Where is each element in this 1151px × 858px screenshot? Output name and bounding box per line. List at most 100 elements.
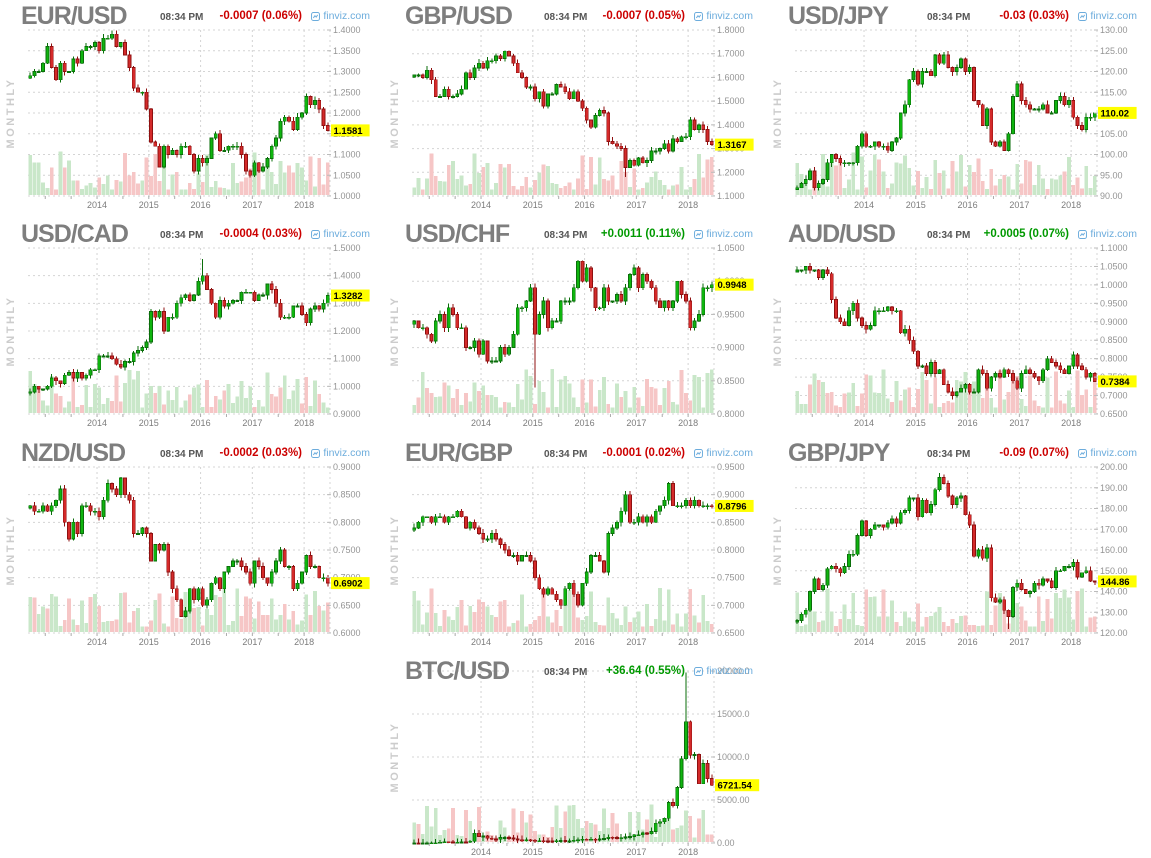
finviz-link[interactable]: finviz.com [1078, 228, 1137, 240]
svg-text:140.00: 140.00 [1100, 587, 1128, 597]
svg-text:2014: 2014 [854, 200, 874, 210]
svg-text:2018: 2018 [678, 847, 698, 857]
svg-text:2015: 2015 [139, 200, 159, 210]
timeframe-label: MONTHLY [772, 296, 784, 367]
svg-text:1.8000: 1.8000 [717, 25, 745, 35]
svg-text:2014: 2014 [87, 418, 107, 428]
timeframe-label: MONTHLY [772, 515, 784, 586]
finviz-logo-icon [694, 11, 704, 21]
volume-bars [795, 369, 1097, 413]
chart-panel-aud-usd[interactable]: 1.1000 1.0500 1.0000 0.9500 0.9000 0.8500 0.80… [767, 218, 1151, 437]
svg-text:1.0500: 1.0500 [1100, 261, 1128, 271]
candlesticks [28, 477, 330, 618]
quote-time: 08:34 PM [927, 449, 971, 460]
chart-panel-eur-gbp[interactable]: 0.9500 0.9000 0.8500 0.8000 0.7500 0.7000 0.65… [384, 437, 767, 655]
chart-canvas-aud-usd[interactable]: 1.1000 1.0500 1.0000 0.9500 0.9000 0.8500 0.80… [767, 218, 1151, 437]
svg-text:0.6902: 0.6902 [334, 579, 363, 590]
volume-bars [795, 152, 1097, 195]
finviz-logo-icon [311, 448, 321, 458]
svg-text:2014: 2014 [471, 418, 491, 428]
pair-title: BTC/USD [405, 657, 510, 685]
chart-panel-gbp-jpy[interactable]: 200.00 190.00 180.00 170.00 160.00 150.00 140.… [767, 437, 1151, 655]
finviz-link[interactable]: finviz.com [1078, 10, 1137, 22]
svg-text:2017: 2017 [242, 637, 262, 647]
pair-title: USD/CHF [405, 220, 510, 248]
pair-title: GBP/JPY [788, 439, 890, 467]
svg-text:2018: 2018 [678, 200, 698, 210]
price-change: -0.0007 (0.06%) [219, 10, 302, 22]
svg-text:1.6000: 1.6000 [717, 72, 745, 82]
chart-canvas-eur-gbp[interactable]: 0.9500 0.9000 0.8500 0.8000 0.7500 0.7000 0.65… [384, 437, 767, 655]
finviz-label: finviz.com [323, 447, 370, 459]
svg-text:1.5000: 1.5000 [717, 96, 745, 106]
svg-text:2017: 2017 [626, 418, 646, 428]
finviz-label: finviz.com [706, 228, 753, 240]
finviz-link[interactable]: finviz.com [311, 447, 370, 459]
finviz-link[interactable]: finviz.com [694, 228, 753, 240]
finviz-label: finviz.com [706, 665, 753, 677]
chart-canvas-usd-jpy[interactable]: 130.00125.00120.00115.00110.00105.00100.… [767, 0, 1151, 218]
chart-canvas-usd-chf[interactable]: 1.05001.00000.95000.90000.85000.80002014… [384, 218, 767, 437]
svg-text:2018: 2018 [294, 637, 314, 647]
chart-panel-nzd-usd[interactable]: 0.90000.85000.80000.75000.70000.65000.60… [0, 437, 384, 655]
svg-text:1.0500: 1.0500 [717, 243, 745, 253]
svg-text:170.00: 170.00 [1100, 524, 1128, 534]
svg-text:2014: 2014 [471, 200, 491, 210]
svg-text:1.3000: 1.3000 [333, 67, 361, 77]
svg-text:2017: 2017 [626, 637, 646, 647]
finviz-link[interactable]: finviz.com [694, 447, 753, 459]
chart-panel-gbp-usd[interactable]: 1.80001.70001.60001.50001.40001.30001.20… [384, 0, 767, 218]
chart-canvas-gbp-jpy[interactable]: 200.00 190.00 180.00 170.00 160.00 150.00 140.… [767, 437, 1151, 655]
chart-canvas-eur-usd[interactable]: 1.40001.35001.30001.25001.20001.15001.10… [0, 0, 384, 218]
finviz-logo-icon [1078, 229, 1088, 239]
chart-panel-btc-usd[interactable]: 20000.0 15000.0 10000.0 5000.00 0.00 2014 2015… [384, 655, 767, 858]
svg-text:2017: 2017 [242, 200, 262, 210]
pair-title: AUD/USD [788, 220, 896, 248]
finviz-label: finviz.com [323, 10, 370, 22]
finviz-link[interactable]: finviz.com [311, 228, 370, 240]
quote-time: 08:34 PM [544, 12, 588, 23]
svg-text:2014: 2014 [854, 637, 874, 647]
pair-title: USD/JPY [788, 2, 889, 30]
chart-canvas-nzd-usd[interactable]: 0.90000.85000.80000.75000.70000.65000.60… [0, 437, 384, 655]
last-price-badge: 6721.54 [715, 779, 760, 792]
candlesticks [28, 259, 330, 396]
svg-text:2015: 2015 [906, 637, 926, 647]
chart-panel-eur-usd[interactable]: 1.40001.35001.30001.25001.20001.15001.10… [0, 0, 384, 218]
chart-panel-usd-chf[interactable]: 1.05001.00000.95000.90000.85000.80002014… [384, 218, 767, 437]
grid-lines [795, 247, 1098, 415]
svg-text:2016: 2016 [575, 637, 595, 647]
finviz-link[interactable]: finviz.com [694, 665, 753, 677]
svg-text:1.4000: 1.4000 [717, 120, 745, 130]
finviz-link[interactable]: finviz.com [311, 10, 370, 22]
svg-text:105.00: 105.00 [1100, 129, 1128, 139]
price-change: +0.0005 (0.07%) [983, 228, 1069, 240]
svg-text:2016: 2016 [191, 637, 211, 647]
finviz-link[interactable]: finviz.com [1078, 447, 1137, 459]
pair-title: USD/CAD [21, 220, 129, 248]
chart-canvas-btc-usd[interactable]: 20000.0 15000.0 10000.0 5000.00 0.00 2014 2015… [384, 655, 767, 858]
price-change: -0.0002 (0.03%) [219, 447, 302, 459]
svg-text:2018: 2018 [1061, 418, 1081, 428]
svg-text:0.8000: 0.8000 [717, 545, 745, 555]
volume-bars [412, 369, 714, 413]
svg-text:95.00: 95.00 [1100, 170, 1123, 180]
svg-text:0.6000: 0.6000 [333, 628, 361, 638]
svg-text:1.2000: 1.2000 [717, 167, 745, 177]
chart-canvas-gbp-usd[interactable]: 1.80001.70001.60001.50001.40001.30001.20… [384, 0, 767, 218]
svg-text:0.9000: 0.9000 [717, 343, 745, 353]
grid-lines [28, 247, 331, 415]
svg-text:2015: 2015 [523, 847, 543, 857]
chart-canvas-usd-cad[interactable]: 1.5000 1.4000 1.3000 1.2000 1.1000 1.0000 0.90… [0, 218, 384, 437]
svg-text:90.00: 90.00 [1100, 191, 1123, 201]
last-price-badge: 110.02 [1098, 106, 1137, 119]
grid-lines [412, 29, 715, 197]
finviz-logo-icon [311, 229, 321, 239]
svg-text:0.7000: 0.7000 [717, 600, 745, 610]
quote-time: 08:34 PM [544, 667, 588, 678]
svg-text:1.2000: 1.2000 [333, 326, 361, 336]
svg-text:2016: 2016 [575, 847, 595, 857]
chart-panel-usd-jpy[interactable]: 130.00125.00120.00115.00110.00105.00100.… [767, 0, 1151, 218]
chart-panel-usd-cad[interactable]: 1.5000 1.4000 1.3000 1.2000 1.1000 1.0000 0.90… [0, 218, 384, 437]
finviz-link[interactable]: finviz.com [694, 10, 753, 22]
